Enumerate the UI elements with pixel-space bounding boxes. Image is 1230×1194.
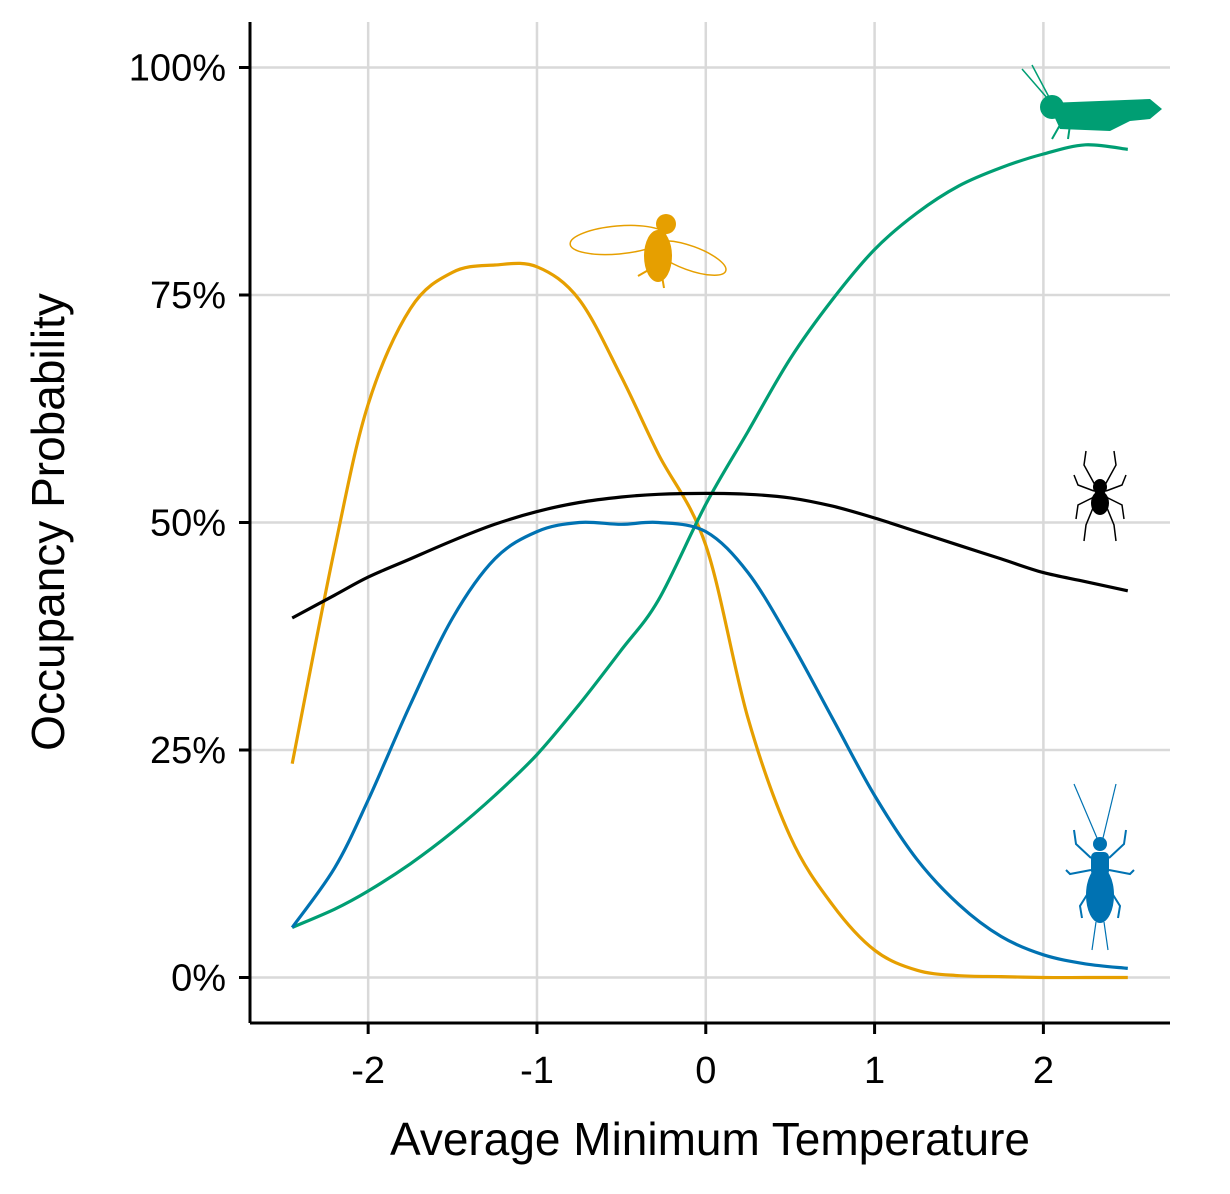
series-line-grasshopper-icon [291,143,1129,929]
series-line-spider-icon [291,491,1129,620]
grasshopper-icon [1021,64,1162,140]
grid-lines [250,22,1170,1023]
spider-icon [1073,450,1127,542]
x-axis-title: Average Minimum Temperature [390,1113,1030,1165]
fly-icon [569,214,727,289]
series-line-stonefly-icon [290,520,1128,970]
stonefly-icon [1065,783,1135,951]
y-axis-title: Occupancy Probability [22,293,74,751]
series-lines [290,143,1129,980]
y-tick-label: 50% [150,503,226,545]
x-tick-label: -1 [520,1050,554,1092]
series-line-fly-icon [290,261,1128,980]
y-tick-label: 100% [129,48,226,90]
x-tick-label: 2 [1033,1050,1054,1092]
x-tick-label: 0 [695,1050,716,1092]
y-tick-label: 0% [171,958,226,1000]
x-tick-label: -2 [351,1050,385,1092]
axes: -2 -1 0 1 2 0% 25% 50% 75% 100% [129,22,1170,1092]
y-tick-label: 25% [150,730,226,772]
x-tick-label: 1 [864,1050,885,1092]
y-tick-label: 75% [150,275,226,317]
